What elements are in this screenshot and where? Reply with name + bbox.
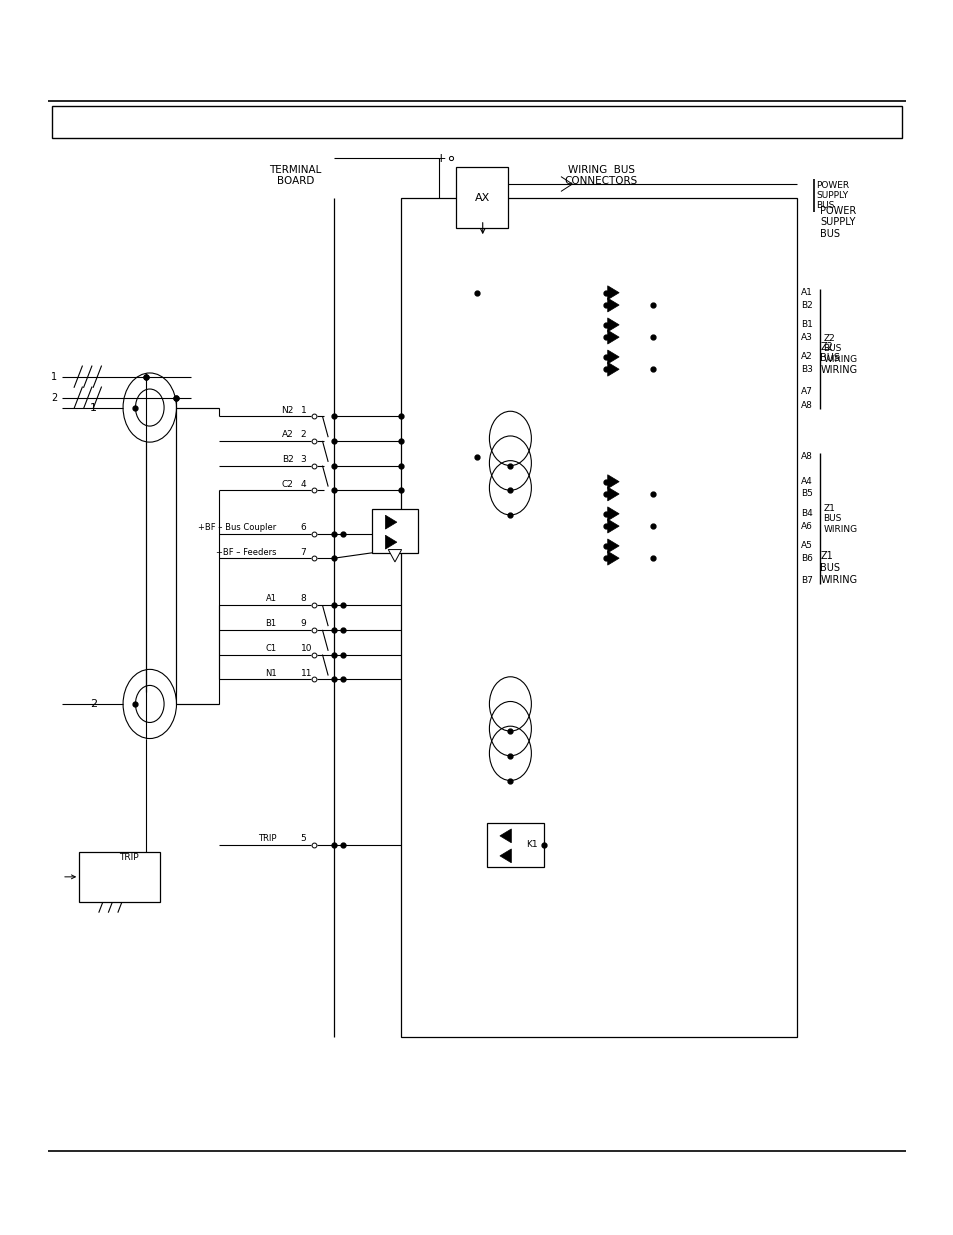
Text: B3: B3	[801, 364, 812, 374]
Polygon shape	[607, 474, 618, 489]
Text: A5: A5	[801, 541, 812, 551]
Text: Z1
BUS
WIRING: Z1 BUS WIRING	[820, 552, 857, 584]
Text: Z2
BUS
WIRING: Z2 BUS WIRING	[820, 342, 857, 374]
Text: 3: 3	[300, 454, 306, 464]
Text: 5: 5	[300, 834, 306, 844]
Polygon shape	[607, 317, 618, 332]
Text: Z2
BUS
WIRING: Z2 BUS WIRING	[822, 333, 857, 364]
Text: 1: 1	[300, 405, 306, 415]
Text: B5: B5	[801, 489, 812, 499]
Text: A1: A1	[801, 288, 812, 298]
Text: B2: B2	[282, 454, 294, 464]
Text: B7: B7	[801, 576, 812, 585]
Text: A8: A8	[801, 452, 812, 462]
Polygon shape	[499, 829, 511, 842]
Text: N1: N1	[265, 668, 276, 678]
Text: B1: B1	[265, 619, 276, 629]
Text: A3: A3	[801, 332, 812, 342]
Polygon shape	[607, 551, 618, 566]
Text: A2: A2	[282, 430, 294, 440]
Polygon shape	[385, 535, 396, 550]
Polygon shape	[607, 285, 618, 300]
Text: 1: 1	[51, 372, 57, 382]
Polygon shape	[499, 848, 511, 863]
Polygon shape	[607, 298, 618, 312]
Text: 7: 7	[300, 547, 306, 557]
Text: B6: B6	[801, 553, 812, 563]
Text: 10: 10	[300, 643, 312, 653]
Text: 2: 2	[300, 430, 306, 440]
Bar	[52, 106, 901, 138]
Polygon shape	[607, 330, 618, 345]
Text: K1: K1	[526, 840, 537, 850]
Text: B1: B1	[801, 320, 812, 330]
Bar	[400, 198, 796, 1037]
Bar	[372, 509, 417, 553]
Polygon shape	[607, 350, 618, 364]
Text: 8: 8	[300, 594, 306, 604]
Text: A8: A8	[801, 400, 812, 410]
Polygon shape	[607, 538, 618, 553]
Text: B2: B2	[801, 300, 812, 310]
Text: AX: AX	[475, 193, 489, 203]
Text: A1: A1	[265, 594, 276, 604]
Bar	[486, 823, 543, 867]
Text: Z1
BUS
WIRING: Z1 BUS WIRING	[822, 504, 857, 534]
Text: 1: 1	[90, 403, 97, 412]
Text: TRIP: TRIP	[118, 852, 138, 862]
Text: +: +	[435, 152, 446, 164]
Text: WIRING  BUS
CONNECTORS: WIRING BUS CONNECTORS	[564, 164, 637, 186]
Text: POWER
SUPPLY
BUS: POWER SUPPLY BUS	[820, 206, 856, 238]
Text: TRIP: TRIP	[258, 834, 276, 844]
Text: A7: A7	[801, 387, 812, 396]
Text: N2: N2	[281, 405, 294, 415]
Text: A2: A2	[801, 352, 812, 362]
Bar	[79, 852, 160, 902]
Text: +BF – Feeders: +BF – Feeders	[216, 547, 276, 557]
Text: C1: C1	[265, 643, 276, 653]
Text: TERMINAL
BOARD: TERMINAL BOARD	[270, 164, 321, 186]
Text: 11: 11	[300, 668, 312, 678]
Polygon shape	[607, 487, 618, 501]
Text: 2: 2	[51, 393, 57, 403]
Text: 4: 4	[300, 479, 306, 489]
Text: POWER
SUPPLY
BUS: POWER SUPPLY BUS	[816, 180, 849, 210]
Polygon shape	[385, 515, 396, 529]
Text: +BF – Bus Coupler: +BF – Bus Coupler	[198, 522, 276, 532]
Text: A4: A4	[801, 477, 812, 487]
Text: B4: B4	[801, 509, 812, 519]
Text: 9: 9	[300, 619, 306, 629]
Text: A6: A6	[801, 521, 812, 531]
Text: 2: 2	[90, 699, 97, 709]
Text: 6: 6	[300, 522, 306, 532]
Polygon shape	[607, 362, 618, 377]
Polygon shape	[607, 506, 618, 521]
Bar	[456, 167, 508, 228]
Text: C2: C2	[282, 479, 294, 489]
Polygon shape	[607, 519, 618, 534]
Polygon shape	[388, 550, 401, 562]
